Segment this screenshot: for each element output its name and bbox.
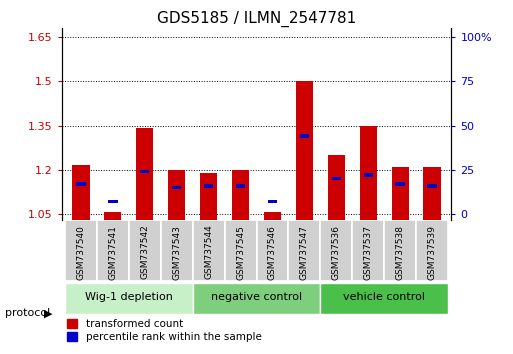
Text: GSM737543: GSM737543 — [172, 225, 181, 280]
Bar — [264, 212, 281, 220]
Text: GSM737545: GSM737545 — [236, 225, 245, 280]
Bar — [129, 220, 161, 281]
Bar — [200, 173, 218, 220]
Text: GSM737540: GSM737540 — [76, 225, 85, 280]
Bar — [416, 220, 448, 281]
Bar — [192, 282, 321, 314]
Bar — [172, 185, 182, 189]
Bar — [268, 200, 278, 204]
Legend: transformed count, percentile rank within the sample: transformed count, percentile rank withi… — [67, 319, 262, 342]
Text: GSM737536: GSM737536 — [332, 225, 341, 280]
Bar — [300, 134, 309, 138]
Bar — [295, 81, 313, 220]
Bar — [427, 184, 437, 188]
Bar — [232, 170, 249, 220]
Bar — [192, 220, 225, 281]
Bar — [204, 184, 213, 188]
Text: GSM737547: GSM737547 — [300, 225, 309, 280]
Text: protocol: protocol — [5, 308, 50, 318]
Bar — [168, 170, 185, 220]
Bar — [396, 182, 405, 186]
Bar — [321, 220, 352, 281]
Text: GSM737544: GSM737544 — [204, 225, 213, 279]
Bar — [76, 182, 86, 186]
Text: Wig-1 depletion: Wig-1 depletion — [85, 292, 172, 302]
Bar — [225, 220, 256, 281]
Bar — [328, 155, 345, 220]
Text: negative control: negative control — [211, 292, 302, 302]
Bar — [288, 220, 321, 281]
Bar — [104, 212, 122, 220]
Bar — [352, 220, 384, 281]
Bar — [331, 177, 341, 181]
Bar — [136, 129, 153, 220]
Text: GSM737537: GSM737537 — [364, 225, 373, 280]
Bar — [256, 220, 288, 281]
Bar — [108, 200, 117, 204]
Text: ▶: ▶ — [44, 308, 52, 318]
Bar — [161, 220, 192, 281]
Text: GSM737541: GSM737541 — [108, 225, 117, 280]
Text: GSM737546: GSM737546 — [268, 225, 277, 280]
Text: GSM737539: GSM737539 — [428, 225, 437, 280]
Bar — [360, 126, 377, 220]
Title: GDS5185 / ILMN_2547781: GDS5185 / ILMN_2547781 — [157, 11, 356, 27]
Text: GSM737538: GSM737538 — [396, 225, 405, 280]
Bar — [391, 167, 409, 220]
Bar — [140, 170, 149, 173]
Text: GSM737542: GSM737542 — [140, 225, 149, 279]
Bar — [364, 173, 373, 177]
Text: vehicle control: vehicle control — [343, 292, 425, 302]
Bar — [72, 165, 90, 220]
Bar — [97, 220, 129, 281]
Bar — [65, 220, 97, 281]
Bar — [384, 220, 416, 281]
Bar — [321, 282, 448, 314]
Bar — [423, 167, 441, 220]
Bar — [65, 282, 192, 314]
Bar — [235, 184, 245, 188]
